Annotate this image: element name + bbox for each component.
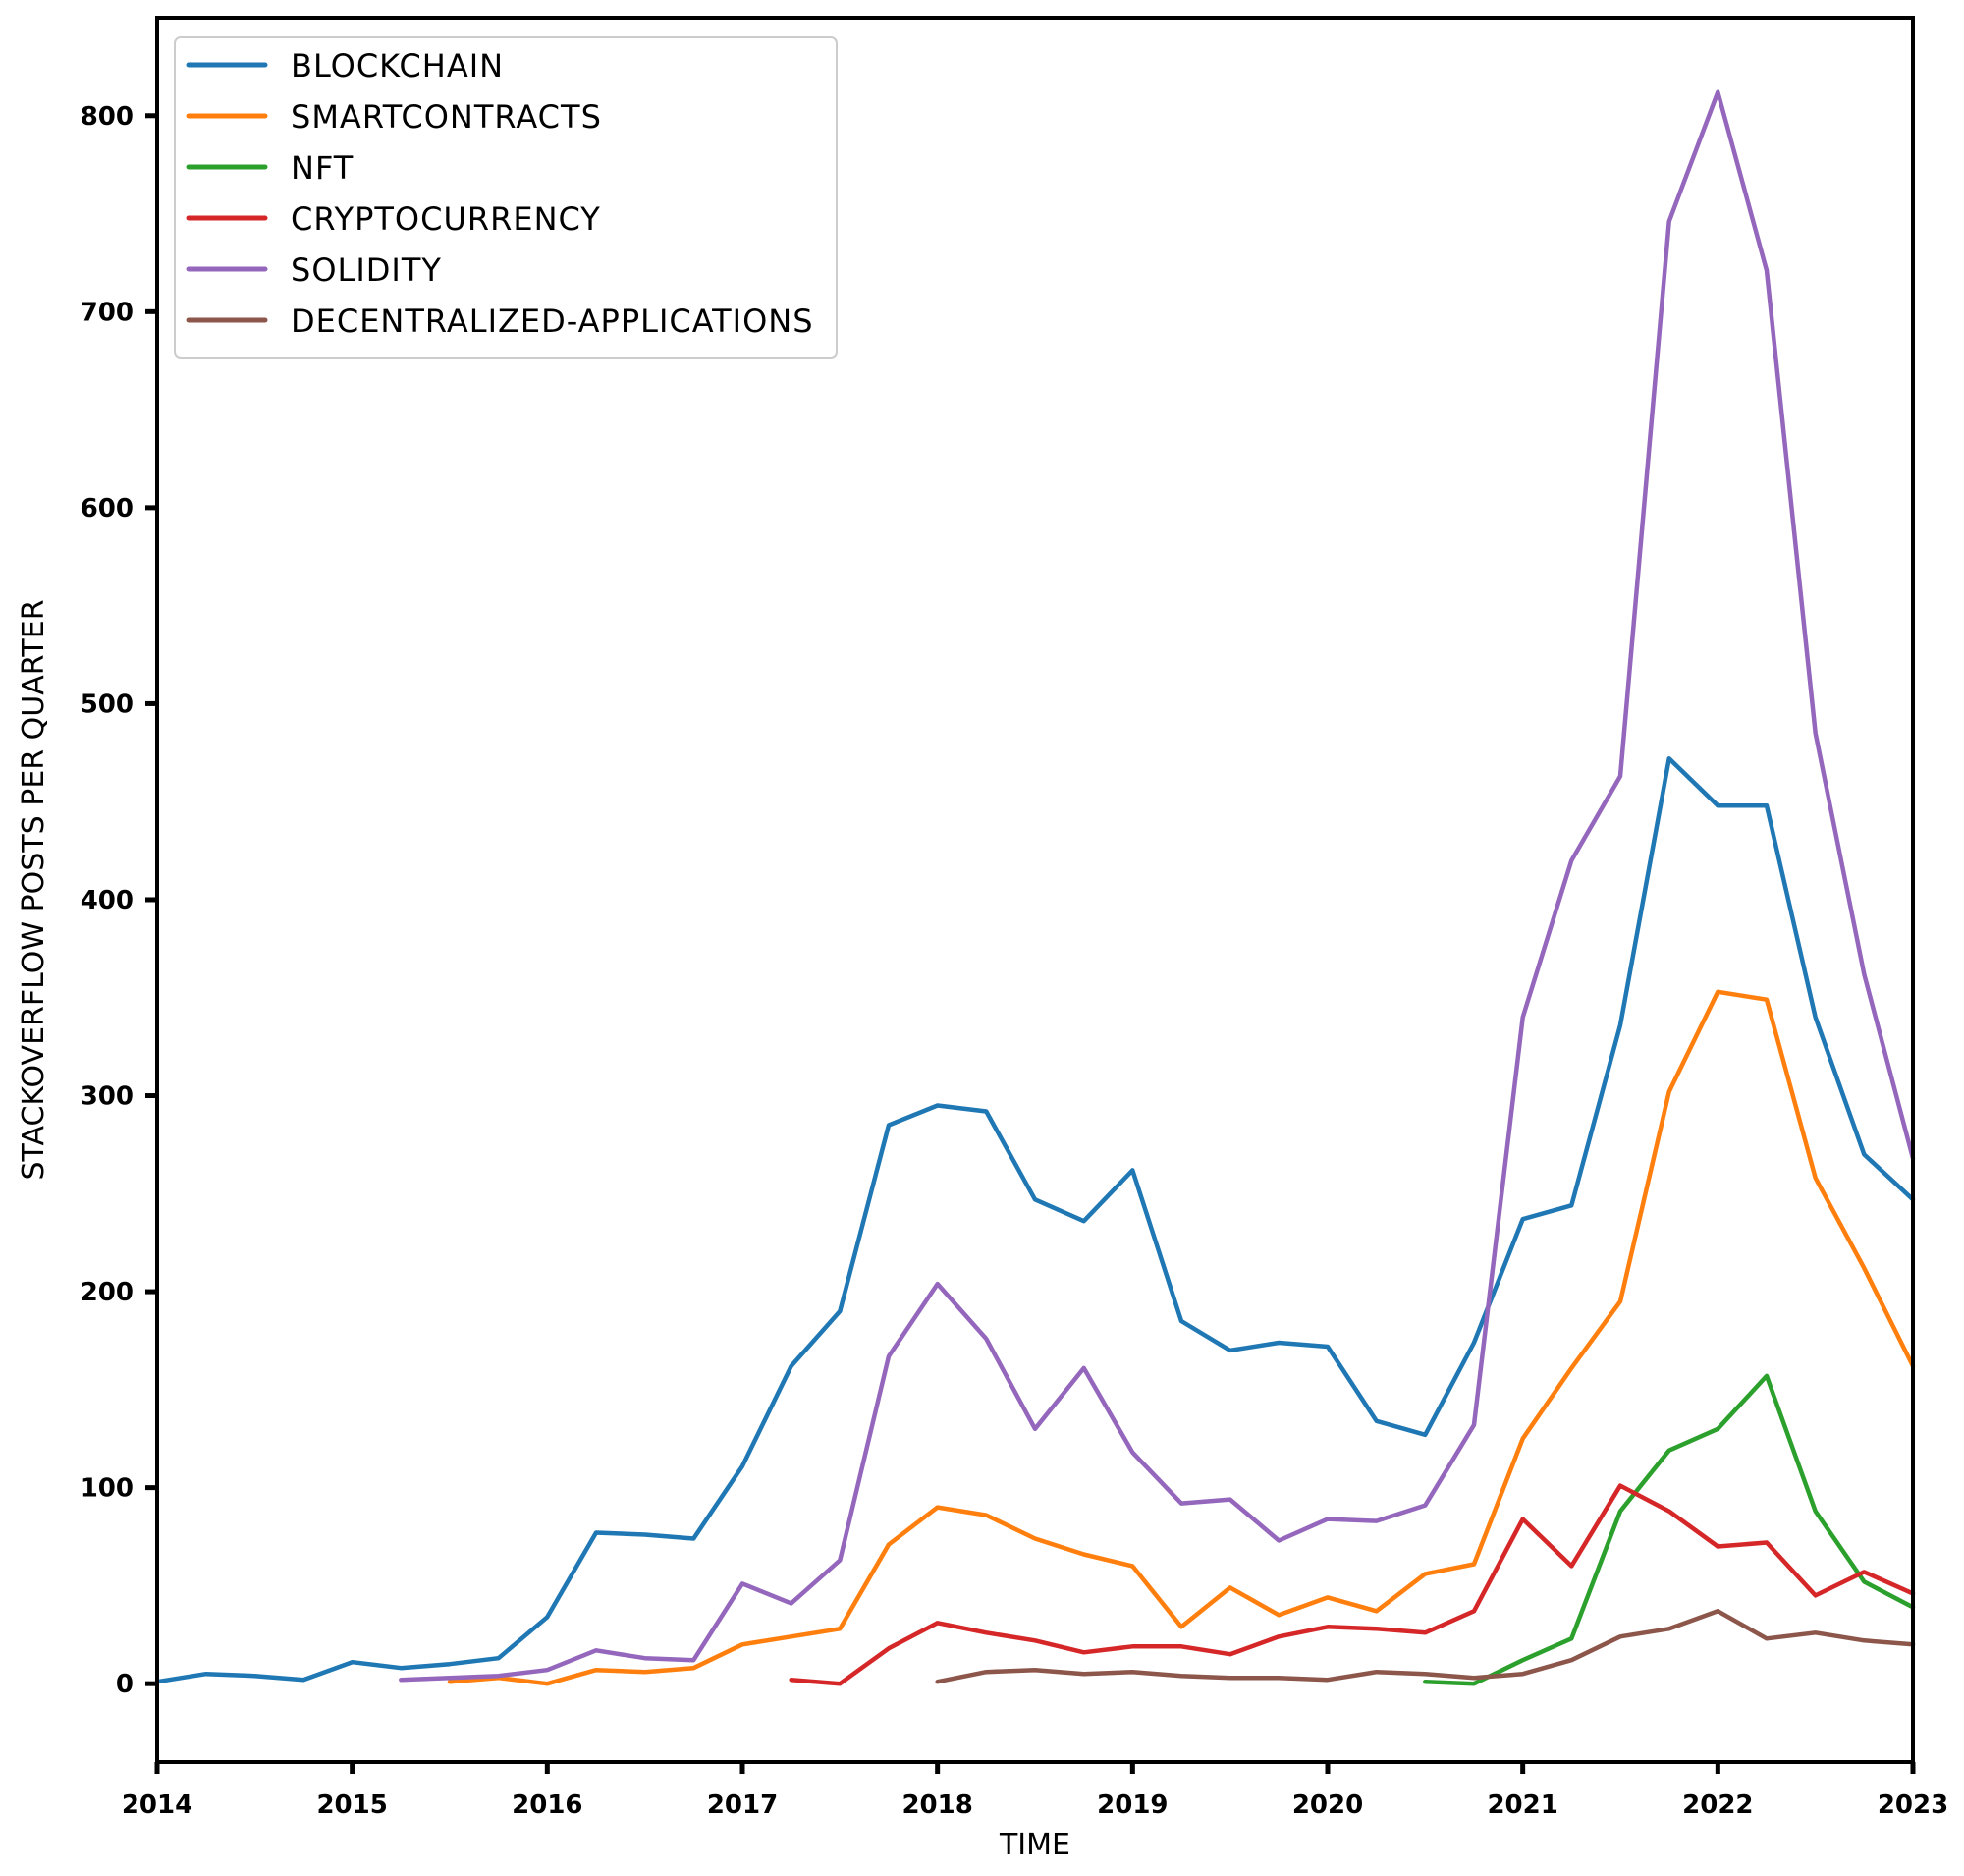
y-tick-label: 200 [81, 1278, 134, 1307]
y-axis-ticks: 0 100 200 300 400 500 600 700 800 [81, 102, 157, 1699]
legend-label: DECENTRALIZED-APPLICATIONS [291, 303, 814, 340]
x-axis-title: TIME [999, 1828, 1070, 1862]
series-line-nft [1423, 1373, 1916, 1686]
series-line-cryptocurrency [789, 1483, 1916, 1686]
y-tick-label: 700 [81, 298, 134, 327]
y-tick-label: 400 [81, 886, 134, 915]
series-line-solidity [399, 89, 1916, 1683]
x-tick-label: 2015 [316, 1791, 387, 1820]
x-tick-label: 2017 [707, 1791, 778, 1820]
x-tick-label: 2018 [901, 1791, 972, 1820]
x-tick-label: 2021 [1487, 1791, 1557, 1820]
series-line-smartcontracts [447, 989, 1916, 1686]
x-axis-ticks: 2014 2015 2016 2017 2018 2019 2020 2021 2022 2023 [122, 1762, 1948, 1820]
plot-frame [155, 16, 1915, 1764]
legend-label: BLOCKCHAIN [291, 47, 504, 84]
x-tick-label: 2020 [1292, 1791, 1363, 1820]
x-tick-label: 2022 [1682, 1791, 1753, 1820]
legend: BLOCKCHAIN SMARTCONTRACTS NFT CRYPTOCURRENC… [174, 36, 838, 359]
legend-box [174, 36, 838, 359]
series-line-blockchain [154, 756, 1916, 1684]
x-tick-label: 2023 [1878, 1791, 1948, 1820]
y-tick-label: 500 [81, 690, 134, 719]
legend-label: SMARTCONTRACTS [291, 98, 602, 136]
y-tick-label: 100 [81, 1474, 134, 1504]
legend-label: NFT [291, 149, 354, 187]
series-lines [154, 89, 1916, 1686]
series-line-decentralized-applications [935, 1609, 1916, 1684]
y-tick-label: 0 [116, 1670, 134, 1699]
y-tick-label: 300 [81, 1082, 134, 1112]
legend-label: SOLIDITY [291, 251, 442, 289]
y-axis-title: STACKOVERFLOW POSTS PER QUARTER [17, 599, 51, 1180]
y-tick-label: 600 [81, 494, 134, 524]
x-tick-label: 2014 [122, 1791, 192, 1820]
x-tick-label: 2019 [1097, 1791, 1168, 1820]
y-tick-label: 800 [81, 102, 134, 132]
x-tick-label: 2016 [512, 1791, 582, 1820]
legend-label: CRYPTOCURRENCY [291, 200, 601, 238]
